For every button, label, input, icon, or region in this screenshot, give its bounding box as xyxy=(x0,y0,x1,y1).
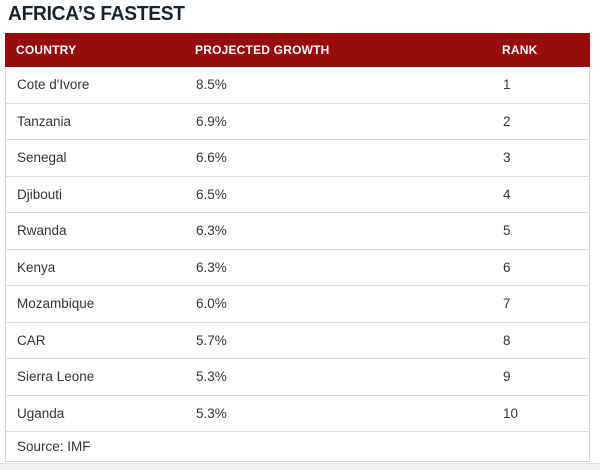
growth-cell: 6.9% xyxy=(196,113,227,129)
table-row: Kenya 6.3% 6 xyxy=(6,249,589,286)
rank-cell: 6 xyxy=(503,259,511,275)
column-header-projected-growth: PROJECTED GROWTH xyxy=(195,43,330,57)
rank-cell: 4 xyxy=(503,186,511,202)
rank-cell: 8 xyxy=(503,332,511,348)
country-cell: Rwanda xyxy=(17,223,67,239)
growth-cell: 6.0% xyxy=(196,296,227,312)
rank-cell: 1 xyxy=(503,77,511,93)
table-row: Cote d'Ivore 8.5% 1 xyxy=(6,67,589,104)
rank-cell: 7 xyxy=(503,296,511,312)
table-row: Sierra Leone 5.3% 9 xyxy=(6,359,589,396)
page-bottom-strip xyxy=(0,463,600,470)
growth-cell: 6.6% xyxy=(196,150,227,166)
table-header-row: COUNTRY PROJECTED GROWTH RANK xyxy=(5,33,590,67)
country-cell: Cote d'Ivore xyxy=(17,77,90,93)
column-header-rank: RANK xyxy=(502,43,538,57)
table-row: CAR 5.7% 8 xyxy=(6,322,589,359)
rank-cell: 10 xyxy=(503,405,519,421)
table-row: Djibouti 6.5% 4 xyxy=(6,176,589,213)
country-cell: Uganda xyxy=(17,405,65,421)
growth-cell: 5.3% xyxy=(196,369,227,385)
table-row: Uganda 5.3% 10 xyxy=(6,395,589,432)
source-label: Source: IMF xyxy=(17,439,91,454)
table-row: Mozambique 6.0% 7 xyxy=(6,286,589,323)
growth-cell: 5.3% xyxy=(196,405,227,421)
rank-cell: 5 xyxy=(503,223,511,239)
country-cell: Senegal xyxy=(17,150,67,166)
column-header-country: COUNTRY xyxy=(16,43,77,57)
table-row: Tanzania 6.9% 2 xyxy=(6,103,589,140)
table-row: Senegal 6.6% 3 xyxy=(6,140,589,177)
page-title: AFRICA’S FASTEST xyxy=(8,3,185,25)
table-row: Rwanda 6.3% 5 xyxy=(6,213,589,250)
country-cell: CAR xyxy=(17,332,46,348)
growth-cell: 6.3% xyxy=(196,223,227,239)
country-cell: Mozambique xyxy=(17,296,95,312)
table-source-row: Source: IMF xyxy=(6,432,589,461)
country-cell: Sierra Leone xyxy=(17,369,95,385)
rank-cell: 3 xyxy=(503,150,511,166)
growth-table: COUNTRY PROJECTED GROWTH RANK Cote d'Ivo… xyxy=(5,33,590,462)
growth-cell: 5.7% xyxy=(196,332,227,348)
country-cell: Djibouti xyxy=(17,186,63,202)
country-cell: Kenya xyxy=(17,259,56,275)
rank-cell: 9 xyxy=(503,369,511,385)
country-cell: Tanzania xyxy=(17,113,72,129)
growth-cell: 6.5% xyxy=(196,186,227,202)
growth-cell: 8.5% xyxy=(196,77,227,93)
rank-cell: 2 xyxy=(503,113,511,129)
growth-cell: 6.3% xyxy=(196,259,227,275)
